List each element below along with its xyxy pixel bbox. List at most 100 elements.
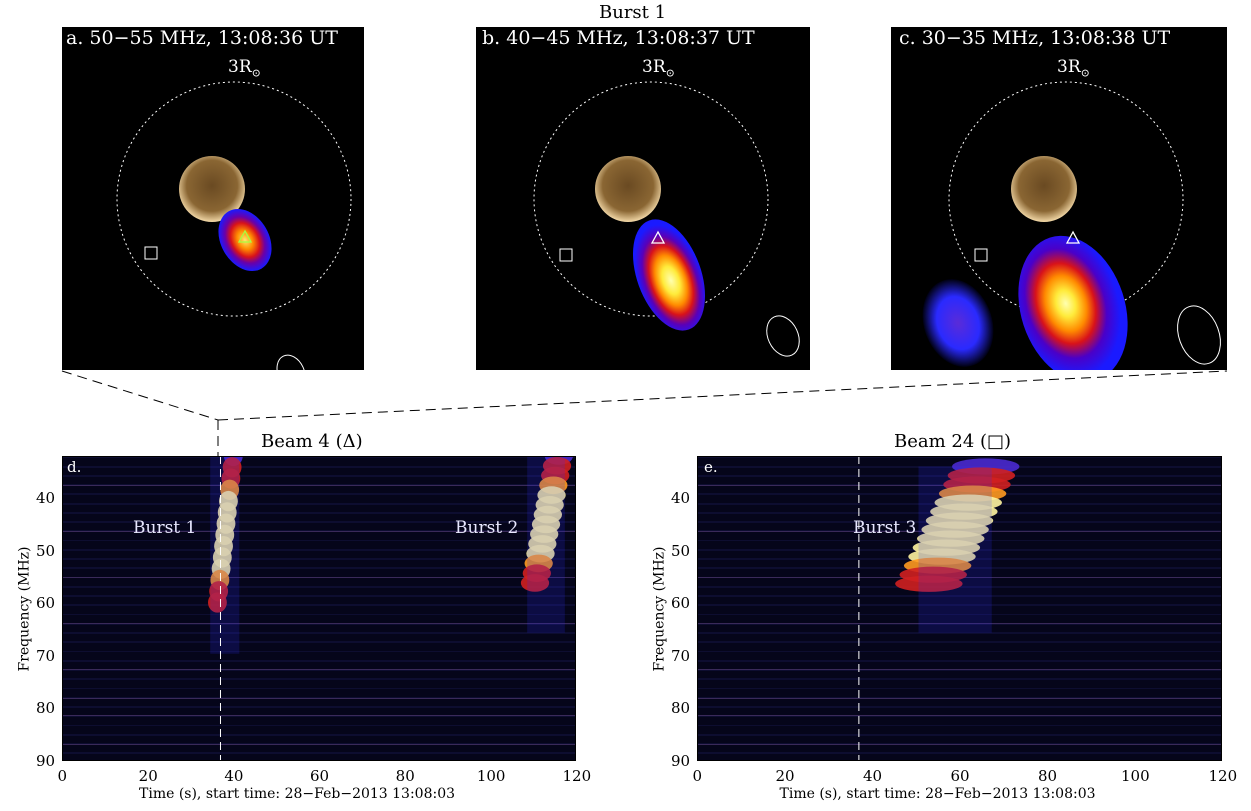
noise-stripe xyxy=(697,457,1222,458)
noise-stripe xyxy=(697,660,1222,661)
noise-stripe xyxy=(62,661,576,662)
three-rsun-circle xyxy=(948,81,1184,317)
sun-symbol: ⊙ xyxy=(665,66,675,80)
rsun-text: 3R xyxy=(1057,57,1081,77)
noise-stripe xyxy=(697,670,1222,671)
noise-stripe xyxy=(697,669,1222,670)
noise-stripe xyxy=(62,614,576,615)
noise-stripe xyxy=(62,568,576,569)
panel-b-graphic xyxy=(533,81,800,357)
noise-stripe xyxy=(62,530,576,531)
noise-stripe xyxy=(62,522,576,523)
radio-source xyxy=(218,209,272,271)
noise-stripe xyxy=(62,493,576,494)
noise-stripe xyxy=(62,715,576,716)
noise-stripe xyxy=(62,595,576,596)
noise-stripe xyxy=(62,697,576,698)
x-tick-label: 40 xyxy=(224,767,244,785)
y-tick-label: 90 xyxy=(36,752,56,770)
beam-ellipse xyxy=(766,315,800,357)
image-panel-c: c. 30−35 MHz, 13:08:38 UT 3R⊙ xyxy=(891,27,1227,370)
noise-stripe xyxy=(62,624,576,625)
noise-stripe xyxy=(62,513,576,514)
noise-stripe xyxy=(62,679,576,680)
noise-stripe xyxy=(697,595,1222,596)
sun-disk xyxy=(179,156,245,222)
noise-stripe xyxy=(697,734,1222,735)
image-panel-a: a. 50−55 MHz, 13:08:36 UT 3R⊙ xyxy=(62,27,364,370)
noise-stripe xyxy=(62,466,576,467)
noise-stripe xyxy=(697,744,1222,745)
noise-stripe xyxy=(62,670,576,671)
panel-c-label: c. 30−35 MHz, 13:08:38 UT xyxy=(899,27,1171,49)
image-panel-b: b. 40−45 MHz, 13:08:37 UT 3R⊙ xyxy=(476,27,810,370)
three-rsun-circle xyxy=(116,81,352,317)
noise-stripe xyxy=(62,503,576,504)
spectrum-e-letter: e. xyxy=(704,458,718,476)
square-marker xyxy=(559,248,573,262)
triangle-marker xyxy=(650,230,666,244)
noise-stripe xyxy=(62,476,576,477)
noise-stripe xyxy=(697,735,1222,736)
noise-stripe xyxy=(62,559,576,560)
x-tick-label: 60 xyxy=(950,767,970,785)
y-tick-label: 80 xyxy=(36,699,56,718)
noise-stripe xyxy=(697,698,1222,699)
x-tick-label: 100 xyxy=(476,767,506,785)
square-marker xyxy=(144,246,158,260)
noise-stripe xyxy=(697,743,1222,744)
three-rsun-circle xyxy=(533,81,769,317)
burst-mark xyxy=(895,575,963,592)
x-tick-label: 100 xyxy=(1121,767,1150,785)
panel-b-rsun: 3R⊙ xyxy=(642,57,675,79)
noise-stripe xyxy=(62,531,576,532)
noise-stripe xyxy=(62,688,576,689)
beam-ellipse xyxy=(1177,305,1221,365)
sun-symbol: ⊙ xyxy=(251,66,261,80)
spectrum-d-title: Beam 4 (Δ) xyxy=(261,431,363,452)
noise-stripe xyxy=(62,605,576,606)
noise-stripe xyxy=(697,716,1222,717)
figure-title: Burst 1 xyxy=(599,2,667,23)
noise-stripe xyxy=(697,623,1222,624)
y-axis-title: Frequency (MHz) xyxy=(651,545,668,672)
panel-a-label: a. 50−55 MHz, 13:08:36 UT xyxy=(66,27,338,49)
radio-source-secondary xyxy=(922,279,994,367)
noise-stripe xyxy=(62,587,576,588)
noise-stripe xyxy=(697,632,1222,633)
noise-stripe xyxy=(697,707,1222,708)
noise-stripe xyxy=(62,641,576,642)
y-tick-label: 50 xyxy=(36,541,56,560)
noise-stripe xyxy=(697,725,1222,726)
square-marker xyxy=(974,248,988,262)
noise-stripe xyxy=(62,504,576,505)
noise-stripe xyxy=(62,475,576,476)
burst-3-label: Burst 3 xyxy=(853,518,917,538)
spectrum-background xyxy=(62,456,576,761)
noise-stripe xyxy=(62,586,576,587)
noise-stripe xyxy=(697,641,1222,642)
noise-stripe xyxy=(697,651,1222,652)
noise-stripe xyxy=(697,688,1222,689)
noise-stripe xyxy=(697,706,1222,707)
x-axis-title: Time (s), start time: 28−Feb−2013 13:08:… xyxy=(779,786,1096,802)
rsun-text: 3R xyxy=(228,57,252,77)
y-tick-label: 40 xyxy=(671,489,691,508)
spectrum-frame xyxy=(697,456,1222,761)
sun-disk xyxy=(1011,156,1077,222)
noise-stripe xyxy=(62,669,576,670)
noise-stripe xyxy=(62,660,576,661)
noise-stripe xyxy=(62,642,576,643)
burst-mark xyxy=(208,592,227,613)
spectrum-e xyxy=(697,456,1222,761)
noise-stripe xyxy=(62,743,576,744)
noise-stripe xyxy=(62,567,576,568)
x-axis-title: Time (s), start time: 28−Feb−2013 13:08:… xyxy=(139,786,456,802)
noise-stripe xyxy=(697,752,1222,753)
radio-source xyxy=(632,219,706,331)
rsun-text: 3R xyxy=(642,57,666,77)
noise-stripe xyxy=(62,512,576,513)
noise-stripe xyxy=(697,715,1222,716)
panel-a-graphic xyxy=(116,81,352,370)
noise-stripe xyxy=(62,706,576,707)
